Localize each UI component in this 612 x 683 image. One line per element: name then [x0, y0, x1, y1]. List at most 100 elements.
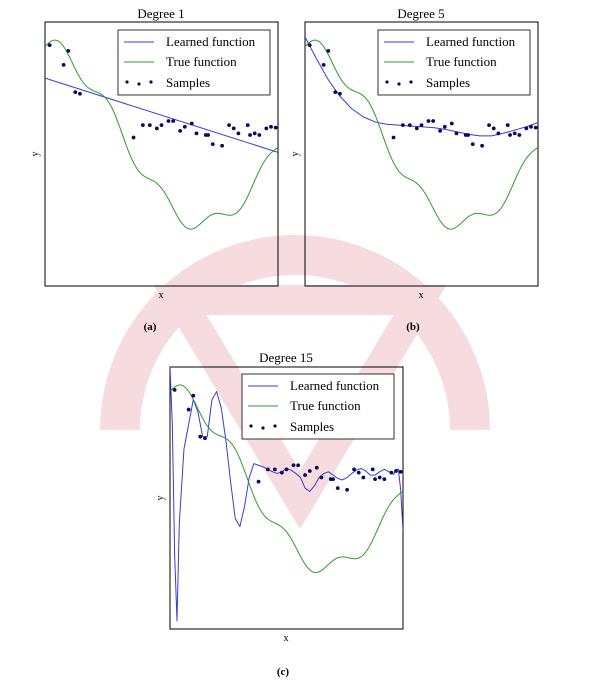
sample-point: [370, 467, 375, 472]
sample-point: [182, 124, 187, 129]
sample-point: [166, 119, 171, 123]
sample-point: [391, 135, 396, 140]
legend-samples-label: Samples: [166, 75, 210, 90]
sample-point: [279, 470, 284, 475]
sample-point: [147, 123, 152, 128]
panel-b: Degree 5 x y Learned function True funct…: [290, 6, 539, 333]
sample-point: [400, 123, 405, 128]
sample-point: [236, 131, 241, 136]
sample-point: [172, 388, 177, 392]
y-axis-label: y: [30, 152, 41, 157]
sample-point: [356, 470, 361, 475]
sample-point: [314, 465, 319, 470]
sample-point: [524, 126, 529, 131]
sample-point: [512, 131, 517, 136]
sample-point: [361, 475, 366, 480]
chart-title: Degree 5: [397, 6, 444, 21]
x-axis-label: x: [284, 633, 289, 644]
series-true-function-line: [45, 39, 278, 230]
sample-point: [487, 123, 491, 128]
sample-point: [517, 133, 522, 137]
sample-point: [431, 119, 436, 123]
panel-c: Degree 15 x y Learned function True func…: [155, 350, 404, 678]
sample-point: [231, 126, 236, 131]
sample-point: [529, 124, 533, 129]
y-axis-label: y: [290, 152, 301, 157]
sample-point: [178, 129, 183, 133]
sample-point: [78, 91, 82, 96]
plot-frame: [304, 21, 539, 287]
sample-point: [191, 393, 196, 398]
legend-learned-label: Learned function: [166, 34, 256, 49]
sample-point: [210, 142, 215, 147]
sample-point: [496, 131, 501, 136]
sample-point: [319, 475, 324, 480]
sample-point: [186, 407, 191, 412]
sample-point: [466, 133, 470, 137]
sample-point: [73, 90, 78, 95]
series-true-function-line: [305, 39, 538, 230]
legend-sample-dot: [385, 80, 389, 84]
legend-samples-swatch: [385, 80, 413, 86]
plot-area: [45, 39, 278, 230]
chart-title: Degree 1: [137, 6, 184, 21]
series-learned-function-line: [45, 77, 278, 153]
sample-point: [248, 133, 252, 137]
sample-point: [389, 470, 394, 475]
sample-point: [407, 123, 412, 128]
sample-point: [373, 477, 377, 482]
sample-point: [449, 121, 454, 126]
legend-learned-label: Learned function: [426, 34, 516, 49]
plot-area: [170, 367, 403, 622]
legend-sample-dot: [137, 82, 141, 86]
sample-point: [189, 121, 194, 126]
legend: Learned function True function Samples: [377, 29, 531, 96]
sample-point: [265, 467, 270, 472]
x-axis-label: x: [159, 290, 164, 301]
sample-point: [333, 90, 338, 95]
sample-point: [257, 133, 262, 137]
sample-point: [303, 473, 308, 477]
sample-point: [227, 123, 231, 128]
legend-sample-dot: [409, 80, 413, 84]
sample-point: [307, 43, 312, 47]
sample-point: [273, 125, 278, 130]
sample-point: [131, 135, 136, 140]
sample-point: [398, 469, 403, 474]
sample-point: [377, 475, 382, 480]
sample-point: [419, 123, 424, 128]
sample-point: [352, 467, 356, 472]
sample-point: [533, 125, 538, 130]
legend-sample-dot: [397, 82, 401, 86]
panel-a: Degree 1 x y Learned function True funct…: [30, 6, 279, 333]
legend: Learned function True function Samples: [117, 29, 271, 96]
plot-area: [305, 36, 538, 230]
plot-frame: [169, 366, 404, 630]
legend-samples-label: Samples: [290, 419, 334, 434]
watermark-ring: [100, 235, 490, 431]
sample-point: [198, 434, 203, 439]
sample-point: [331, 477, 335, 482]
legend-sample-dot: [125, 80, 129, 84]
sample-point: [252, 131, 257, 136]
sample-point: [394, 469, 398, 473]
sample-point: [307, 469, 312, 473]
legend-samples-label: Samples: [426, 75, 470, 90]
panel-label: (c): [277, 666, 290, 678]
sample-point: [442, 124, 447, 129]
sample-point: [140, 123, 145, 128]
sample-point: [491, 126, 496, 131]
sample-point: [272, 467, 277, 472]
sample-point: [470, 142, 475, 147]
sample-point: [345, 487, 349, 492]
sample-point: [426, 119, 431, 123]
legend-true-label: True function: [290, 398, 361, 413]
sample-point: [256, 479, 261, 484]
panel-label: (b): [406, 321, 420, 333]
sample-point: [508, 133, 512, 137]
sample-point: [66, 48, 71, 53]
sample-point: [203, 436, 207, 441]
sample-point: [454, 131, 459, 136]
sample-point: [505, 123, 510, 128]
